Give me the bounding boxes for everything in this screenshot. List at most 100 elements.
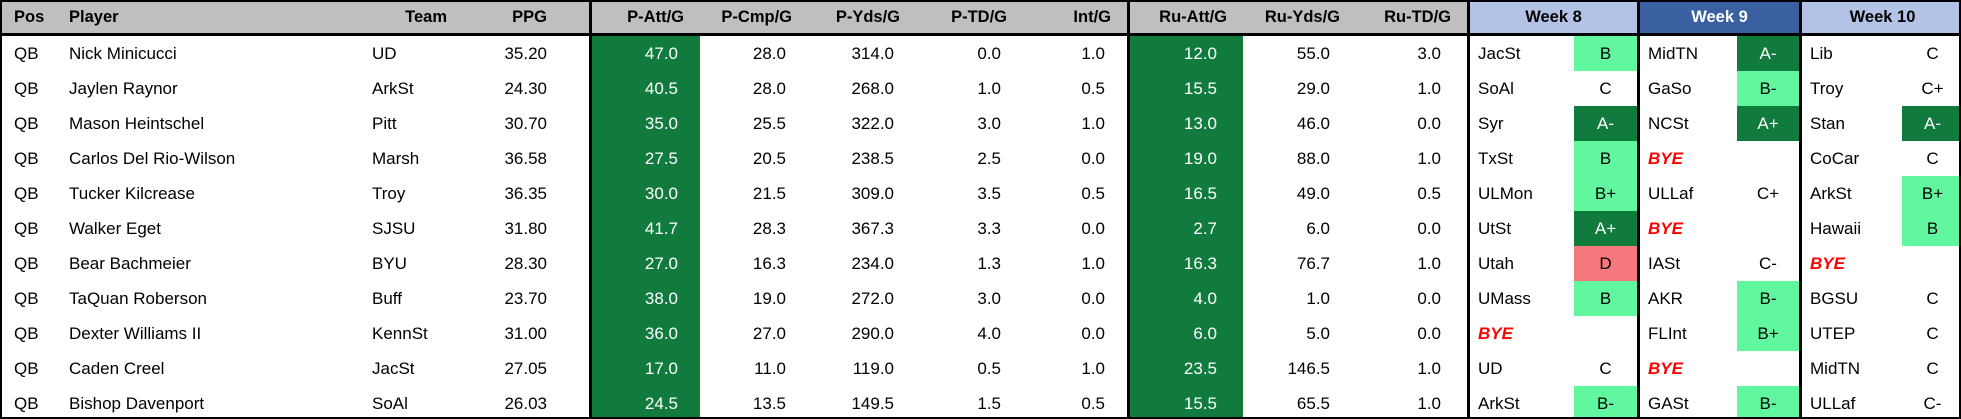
cell-week8-grade[interactable]: A- — [1574, 106, 1640, 141]
cell-p-cmp[interactable]: 21.5 — [752, 183, 786, 203]
cell-p-td[interactable]: 3.5 — [977, 183, 1001, 203]
cell-week9-grade[interactable] — [1737, 351, 1802, 386]
cell-p-yds[interactable]: 268.0 — [851, 78, 894, 98]
cell-p-cmp[interactable]: 13.5 — [752, 393, 786, 413]
cell-week10-opponent[interactable]: BGSU — [1810, 288, 1859, 308]
header-ru-yds-g[interactable]: Ru-Yds/G — [1243, 2, 1356, 33]
cell-player[interactable]: Bishop Davenport — [69, 393, 205, 413]
header-p-td-g[interactable]: P-TD/G — [916, 2, 1023, 33]
cell-p-att[interactable]: 30.0 — [592, 176, 700, 211]
cell-week9-opponent[interactable]: AKR — [1648, 288, 1683, 308]
cell-p-att[interactable]: 24.5 — [592, 386, 700, 417]
cell-p-att[interactable]: 40.5 — [592, 71, 700, 106]
cell-p-yds[interactable]: 290.0 — [851, 323, 894, 343]
cell-team[interactable]: BYU — [372, 253, 407, 273]
cell-p-att[interactable]: 17.0 — [592, 351, 700, 386]
cell-p-yds[interactable]: 149.5 — [851, 393, 894, 413]
cell-ppg[interactable]: 35.20 — [457, 36, 592, 71]
cell-p-td[interactable]: 1.5 — [977, 393, 1001, 413]
cell-week8-grade[interactable]: A+ — [1574, 211, 1640, 246]
cell-ppg[interactable]: 31.80 — [457, 211, 592, 246]
cell-p-cmp[interactable]: 19.0 — [752, 288, 786, 308]
cell-p-att[interactable]: 38.0 — [592, 281, 700, 316]
cell-p-td[interactable]: 4.0 — [977, 323, 1001, 343]
cell-p-att[interactable]: 27.5 — [592, 141, 700, 176]
header-p-cmp-g[interactable]: P-Cmp/G — [700, 2, 808, 33]
header-week-9[interactable]: Week 9 — [1640, 2, 1802, 33]
cell-ru-td[interactable]: 1.0 — [1356, 386, 1470, 417]
cell-week9-opponent[interactable]: ULLaf — [1648, 183, 1694, 203]
cell-week9-grade[interactable]: B- — [1737, 386, 1802, 417]
cell-ru-att[interactable]: 12.0 — [1130, 36, 1243, 71]
cell-player[interactable]: Bear Bachmeier — [69, 253, 191, 273]
cell-team[interactable]: SJSU — [372, 218, 416, 238]
cell-pos[interactable]: QB — [14, 253, 39, 273]
header-week-8[interactable]: Week 8 — [1470, 2, 1640, 33]
cell-team[interactable]: Marsh — [372, 148, 420, 168]
cell-ru-td[interactable]: 1.0 — [1356, 246, 1470, 281]
cell-ppg[interactable]: 26.03 — [457, 386, 592, 417]
cell-ru-yds[interactable]: 49.0 — [1296, 183, 1330, 203]
cell-ru-att[interactable]: 16.3 — [1130, 246, 1243, 281]
cell-player[interactable]: Nick Minicucci — [69, 43, 177, 63]
cell-p-att[interactable]: 47.0 — [592, 36, 700, 71]
cell-ru-td[interactable]: 0.5 — [1356, 176, 1470, 211]
cell-ru-att[interactable]: 4.0 — [1130, 281, 1243, 316]
cell-pos[interactable]: QB — [14, 113, 39, 133]
cell-p-yds[interactable]: 234.0 — [851, 253, 894, 273]
cell-week8-opponent[interactable]: BYE — [1478, 323, 1513, 343]
cell-week8-opponent[interactable]: Utah — [1478, 253, 1514, 273]
cell-ru-yds[interactable]: 146.5 — [1287, 358, 1330, 378]
cell-pos[interactable]: QB — [14, 218, 39, 238]
cell-week8-grade[interactable]: C — [1574, 351, 1640, 386]
cell-week9-grade[interactable]: B+ — [1737, 316, 1802, 351]
cell-week10-grade[interactable]: A- — [1902, 106, 1959, 141]
cell-week8-grade[interactable] — [1574, 316, 1640, 351]
cell-int-g[interactable]: 0.0 — [1023, 316, 1130, 351]
cell-week9-grade[interactable]: A- — [1737, 36, 1802, 71]
cell-p-att[interactable]: 36.0 — [592, 316, 700, 351]
cell-week8-opponent[interactable]: ULMon — [1478, 183, 1533, 203]
cell-week10-opponent[interactable]: ULLaf — [1810, 393, 1856, 413]
cell-int-g[interactable]: 1.0 — [1023, 246, 1130, 281]
cell-p-yds[interactable]: 314.0 — [851, 43, 894, 63]
cell-player[interactable]: Caden Creel — [69, 358, 165, 378]
cell-week10-grade[interactable]: C — [1926, 148, 1939, 168]
cell-p-td[interactable]: 3.3 — [977, 218, 1001, 238]
cell-week8-opponent[interactable]: UD — [1478, 358, 1503, 378]
cell-team[interactable]: SoAl — [372, 393, 408, 413]
cell-ppg[interactable]: 27.05 — [457, 351, 592, 386]
cell-team[interactable]: ArkSt — [372, 78, 414, 98]
cell-week9-opponent[interactable]: BYE — [1648, 218, 1683, 238]
cell-week8-opponent[interactable]: JacSt — [1478, 43, 1521, 63]
cell-week9-grade[interactable]: B- — [1737, 71, 1802, 106]
header-player[interactable]: Player — [59, 2, 362, 33]
cell-pos[interactable]: QB — [14, 323, 39, 343]
cell-p-cmp[interactable]: 28.3 — [752, 218, 786, 238]
cell-pos[interactable]: QB — [14, 288, 39, 308]
header-team[interactable]: Team — [362, 2, 457, 33]
cell-week8-opponent[interactable]: UMass — [1478, 288, 1531, 308]
cell-week9-opponent[interactable]: MidTN — [1648, 43, 1699, 63]
cell-week10-opponent[interactable]: MidTN — [1810, 358, 1861, 378]
cell-week10-opponent[interactable]: Hawaii — [1810, 218, 1862, 238]
cell-player[interactable]: Mason Heintschel — [69, 113, 205, 133]
cell-week9-opponent[interactable]: BYE — [1648, 358, 1683, 378]
cell-ru-att[interactable]: 16.5 — [1130, 176, 1243, 211]
cell-week9-grade[interactable]: A+ — [1737, 106, 1802, 141]
cell-p-cmp[interactable]: 28.0 — [752, 78, 786, 98]
cell-int-g[interactable]: 1.0 — [1023, 36, 1130, 71]
cell-int-g[interactable]: 1.0 — [1023, 351, 1130, 386]
cell-pos[interactable]: QB — [14, 148, 39, 168]
cell-week9-opponent[interactable]: BYE — [1648, 148, 1683, 168]
cell-week8-opponent[interactable]: TxSt — [1478, 148, 1513, 168]
cell-week10-grade[interactable]: C- — [1923, 393, 1942, 413]
cell-p-yds[interactable]: 367.3 — [851, 218, 894, 238]
cell-week8-grade[interactable]: B+ — [1574, 176, 1640, 211]
cell-ru-yds[interactable]: 88.0 — [1296, 148, 1330, 168]
cell-p-td[interactable]: 0.5 — [977, 358, 1001, 378]
cell-week9-grade[interactable] — [1737, 211, 1802, 246]
cell-ru-yds[interactable]: 55.0 — [1296, 43, 1330, 63]
cell-p-td[interactable]: 1.3 — [977, 253, 1001, 273]
cell-week10-grade[interactable] — [1902, 246, 1959, 281]
